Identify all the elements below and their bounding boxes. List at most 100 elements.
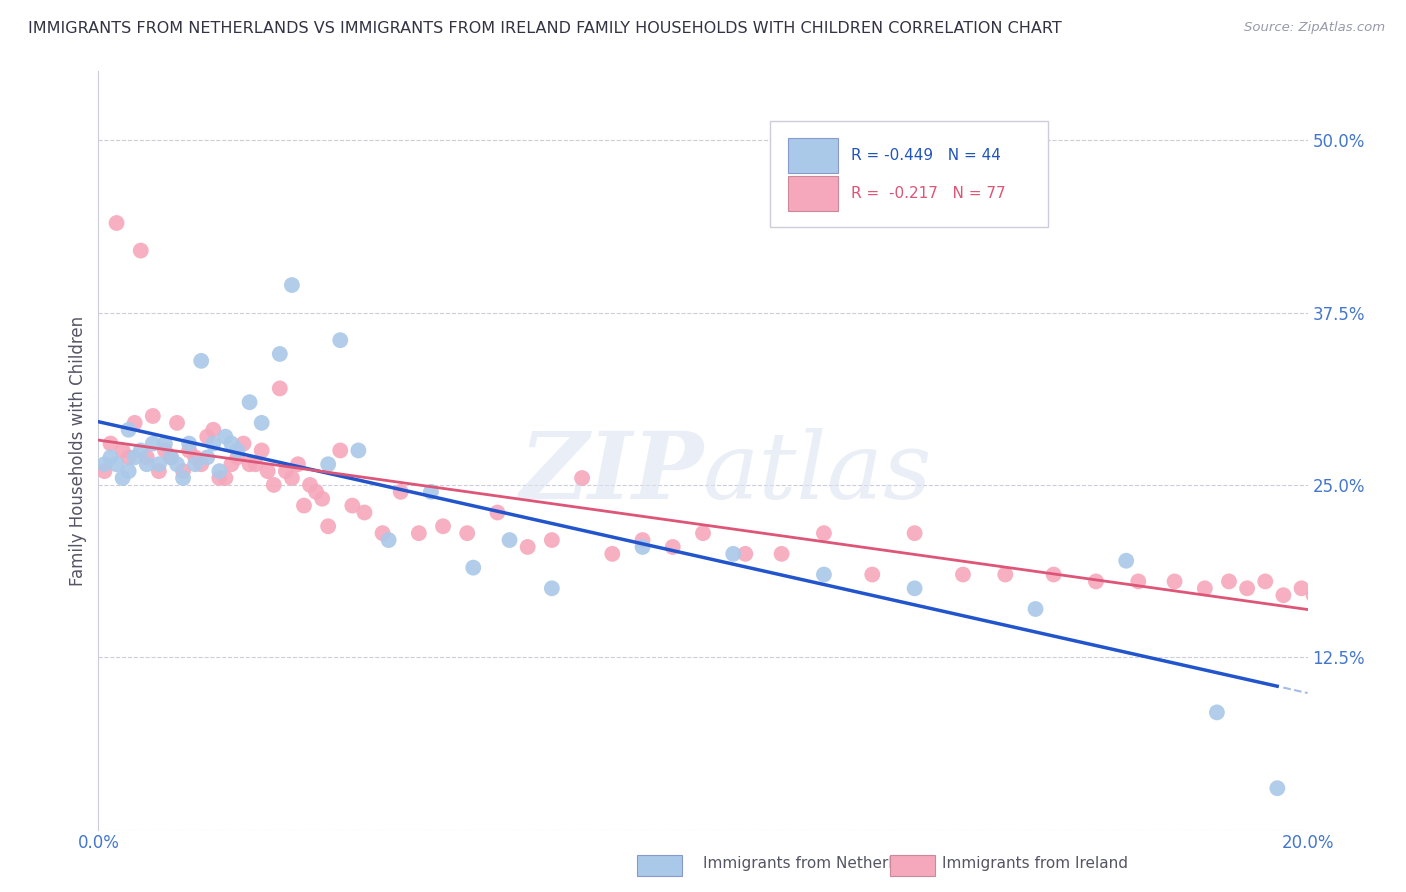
Point — [250, 416, 273, 430]
Point — [571, 471, 593, 485]
Point — [1386, 608, 1406, 623]
Point — [1115, 554, 1137, 568]
Point — [166, 457, 188, 471]
Point — [377, 533, 399, 547]
Point — [129, 443, 152, 458]
Point — [1236, 582, 1258, 596]
FancyBboxPatch shape — [787, 176, 838, 211]
Point — [347, 443, 370, 458]
Point — [153, 436, 176, 450]
Point — [292, 499, 315, 513]
Point — [316, 519, 339, 533]
Point — [860, 567, 883, 582]
Point — [281, 278, 304, 293]
Point — [316, 457, 339, 471]
Point — [1267, 781, 1289, 796]
Point — [195, 430, 218, 444]
Point — [813, 526, 835, 541]
Point — [93, 464, 115, 478]
Point — [250, 443, 273, 458]
Point — [631, 533, 654, 547]
Point — [172, 471, 194, 485]
Point — [202, 423, 225, 437]
Point — [256, 464, 278, 478]
Point — [239, 395, 262, 409]
Point — [371, 526, 394, 541]
Point — [661, 540, 683, 554]
Point — [172, 464, 194, 478]
Point — [226, 450, 249, 465]
Point — [190, 354, 212, 368]
Point — [342, 499, 364, 513]
Text: atlas: atlas — [703, 428, 932, 518]
Point — [498, 533, 520, 547]
Point — [208, 464, 231, 478]
Point — [952, 567, 974, 582]
Y-axis label: Family Households with Children: Family Households with Children — [69, 316, 87, 585]
Point — [100, 450, 122, 465]
Point — [463, 560, 485, 574]
Point — [904, 526, 927, 541]
Point — [389, 484, 412, 499]
Text: Immigrants from Netherlands: Immigrants from Netherlands — [703, 856, 929, 871]
Point — [274, 464, 297, 478]
Point — [1194, 582, 1216, 596]
Point — [299, 478, 322, 492]
Point — [148, 457, 170, 471]
Text: R = -0.449   N = 44: R = -0.449 N = 44 — [851, 148, 1001, 163]
Point — [105, 457, 128, 471]
Point — [148, 464, 170, 478]
Point — [263, 478, 285, 492]
Point — [311, 491, 333, 506]
Point — [100, 436, 122, 450]
Point — [994, 567, 1017, 582]
Point — [1344, 595, 1367, 609]
Point — [245, 457, 267, 471]
Point — [118, 423, 141, 437]
Point — [135, 457, 157, 471]
Point — [202, 436, 225, 450]
Point — [1291, 582, 1313, 596]
Point — [1254, 574, 1277, 589]
Point — [124, 450, 146, 465]
Point — [1128, 574, 1150, 589]
Point — [184, 457, 207, 471]
Point — [184, 450, 207, 465]
Point — [516, 540, 538, 554]
Point — [420, 484, 443, 499]
Point — [904, 582, 927, 596]
Point — [160, 450, 183, 465]
Point — [118, 464, 141, 478]
Point — [179, 443, 201, 458]
Point — [190, 457, 212, 471]
Point — [353, 506, 375, 520]
Point — [221, 457, 243, 471]
FancyBboxPatch shape — [787, 138, 838, 173]
Point — [166, 416, 188, 430]
Point — [269, 381, 291, 395]
Point — [602, 547, 624, 561]
Point — [486, 506, 509, 520]
Point — [1085, 574, 1108, 589]
Point — [195, 450, 218, 465]
Point — [1218, 574, 1240, 589]
Point — [1206, 706, 1229, 720]
Point — [1272, 588, 1295, 602]
Point — [142, 409, 165, 423]
FancyBboxPatch shape — [769, 120, 1047, 227]
Point — [813, 567, 835, 582]
Point — [153, 443, 176, 458]
Point — [105, 216, 128, 230]
Point — [329, 333, 352, 347]
Point — [142, 436, 165, 450]
Point — [111, 471, 134, 485]
Point — [118, 450, 141, 465]
Point — [770, 547, 793, 561]
Point — [269, 347, 291, 361]
Point — [111, 443, 134, 458]
Point — [631, 540, 654, 554]
Text: Source: ZipAtlas.com: Source: ZipAtlas.com — [1244, 21, 1385, 34]
Point — [1024, 602, 1046, 616]
Point — [1327, 602, 1350, 616]
Point — [239, 457, 262, 471]
